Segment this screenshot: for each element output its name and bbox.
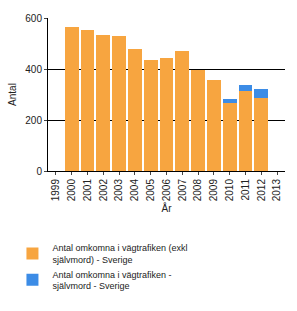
svg-text:2011: 2011: [240, 179, 251, 201]
svg-text:År: År: [162, 202, 173, 214]
svg-text:2003: 2003: [113, 179, 124, 202]
svg-text:Antal: Antal: [7, 83, 18, 106]
svg-text:0: 0: [36, 166, 42, 177]
svg-text:2008: 2008: [192, 179, 203, 202]
svg-text:Antal omkomna i vägtrafiken (e: Antal omkomna i vägtrafiken (exklsjälvmo…: [52, 243, 187, 265]
svg-text:2012: 2012: [256, 179, 267, 202]
svg-text:2005: 2005: [145, 179, 156, 202]
svg-text:2000: 2000: [66, 179, 77, 202]
svg-text:2013: 2013: [271, 179, 282, 202]
svg-text:200: 200: [25, 115, 42, 126]
svg-text:2004: 2004: [129, 179, 140, 202]
svg-text:2010: 2010: [224, 179, 235, 202]
svg-text:2001: 2001: [82, 179, 93, 202]
svg-text:2006: 2006: [161, 179, 172, 202]
svg-text:2002: 2002: [98, 179, 109, 202]
svg-text:400: 400: [25, 64, 42, 75]
svg-text:600: 600: [25, 13, 42, 24]
svg-text:Antal omkomna i vägtrafiken -s: Antal omkomna i vägtrafiken -självmord -…: [52, 270, 171, 292]
svg-text:1999: 1999: [50, 179, 61, 202]
svg-text:2007: 2007: [177, 179, 188, 202]
svg-text:2009: 2009: [208, 179, 219, 202]
